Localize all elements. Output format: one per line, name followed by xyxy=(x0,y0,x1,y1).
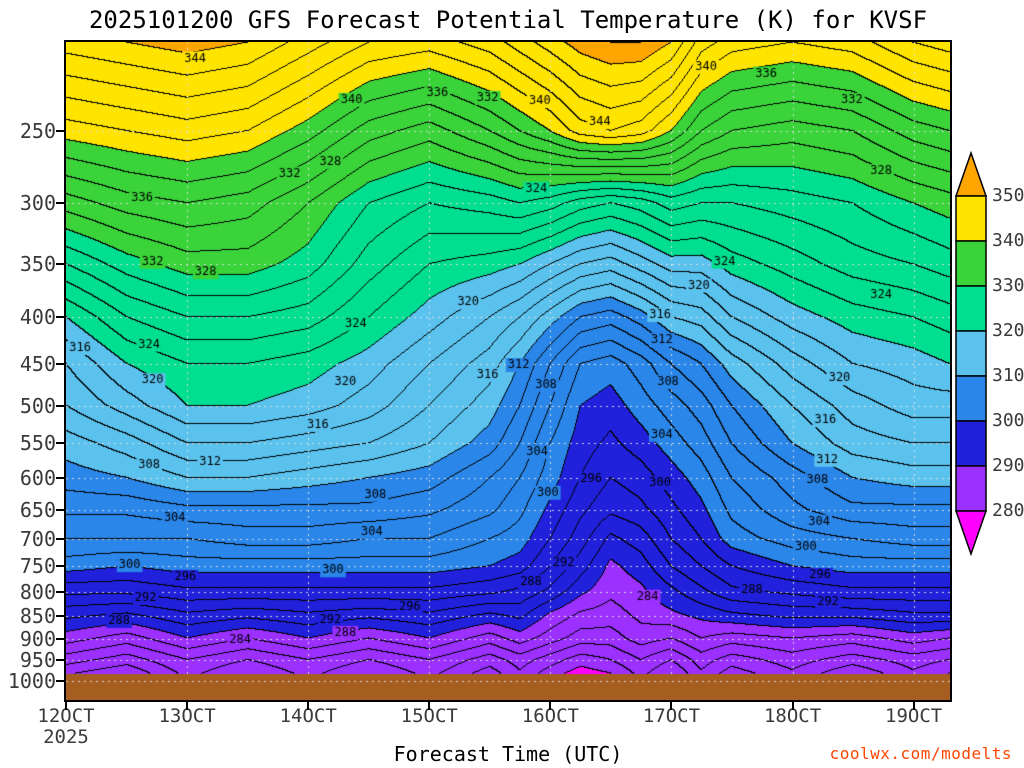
y-tick-label: 650 xyxy=(19,497,56,522)
y-tick-label: 700 xyxy=(19,527,56,552)
y-tick-label: 250 xyxy=(19,118,56,143)
y-tick-mark xyxy=(56,129,64,132)
x-tick-label: 13OCT xyxy=(158,705,216,727)
x-tick-mark xyxy=(791,702,794,710)
colorbar-label: 350 xyxy=(992,185,1024,206)
y-tick-mark xyxy=(56,659,64,662)
x-tick-mark xyxy=(549,702,552,710)
y-tick-mark xyxy=(56,263,64,266)
x-tick-label: 15OCT xyxy=(400,705,458,727)
x-tick-label: 14OCT xyxy=(279,705,337,727)
y-tick-label: 600 xyxy=(19,465,56,490)
colorbar-label: 320 xyxy=(992,320,1024,341)
y-tick-label: 300 xyxy=(19,190,56,215)
x-tick-mark xyxy=(912,702,915,710)
x-tick-label: 19OCT xyxy=(885,705,943,727)
x-tick-mark xyxy=(428,702,431,710)
x-axis-title: Forecast Time (UTC) xyxy=(393,742,623,766)
x-tick-mark xyxy=(65,702,67,710)
x-tick-mark xyxy=(670,702,673,710)
colorbar-label: 300 xyxy=(992,410,1024,431)
y-tick-label: 850 xyxy=(19,604,56,629)
y-tick-label: 900 xyxy=(19,626,56,651)
colorbar-label: 340 xyxy=(992,230,1024,251)
y-tick-label: 800 xyxy=(19,580,56,605)
colorbar: 350 340 330 320 310 300 290 280 xyxy=(954,150,1024,570)
y-tick-mark xyxy=(56,637,64,640)
y-tick-mark xyxy=(56,615,64,618)
colorbar-label: 310 xyxy=(992,365,1024,386)
colorbar-scale xyxy=(954,150,988,557)
y-tick-mark xyxy=(56,404,64,407)
y-tick-mark xyxy=(56,679,64,682)
contour-field-canvas xyxy=(66,42,950,700)
y-tick-label: 750 xyxy=(19,554,56,579)
y-tick-label: 950 xyxy=(19,648,56,673)
x-tick-label: 18OCT xyxy=(763,705,822,727)
y-tick-mark xyxy=(56,476,64,479)
y-tick-mark xyxy=(56,201,64,204)
y-tick-label: 550 xyxy=(19,431,56,456)
colorbar-label: 330 xyxy=(992,275,1024,296)
x-tick-label: 16OCT xyxy=(521,705,579,727)
x-tick-label: 12OCT xyxy=(37,705,95,727)
y-tick-mark xyxy=(56,442,64,445)
x-tick-mark xyxy=(186,702,189,710)
x-tick-mark xyxy=(307,702,310,710)
y-tick-label: 450 xyxy=(19,351,56,376)
x-tick-year: 2025 xyxy=(43,726,89,748)
plot-frame xyxy=(64,40,952,702)
y-tick-mark xyxy=(56,508,64,511)
y-tick-label: 500 xyxy=(19,393,56,418)
chart-title: 2025101200 GFS Forecast Potential Temper… xyxy=(88,6,928,34)
y-tick-label: 1000 xyxy=(7,668,56,693)
watermark-link[interactable]: coolwx.com/modelts xyxy=(829,744,1012,763)
x-tick-label: 17OCT xyxy=(642,705,701,727)
y-tick-label: 350 xyxy=(19,252,56,277)
y-tick-mark xyxy=(56,565,64,568)
y-tick-mark xyxy=(56,591,64,594)
y-tick-mark xyxy=(56,538,64,541)
colorbar-label: 290 xyxy=(992,455,1024,476)
colorbar-label: 280 xyxy=(992,500,1024,521)
y-tick-label: 400 xyxy=(19,305,56,330)
y-tick-mark xyxy=(56,362,64,365)
y-tick-mark xyxy=(56,316,64,319)
